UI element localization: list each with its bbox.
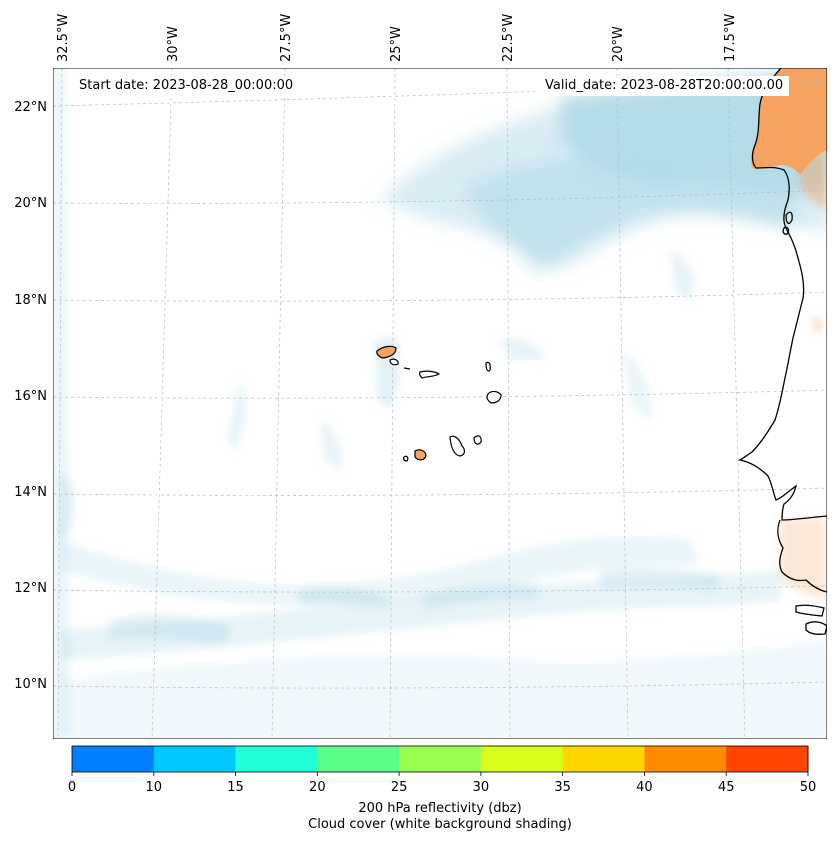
lon-label-2: 27.5°W bbox=[279, 14, 294, 62]
island-brava bbox=[403, 455, 409, 462]
lat-label-0: 22°N bbox=[14, 100, 47, 115]
lon-label-5: 20°W bbox=[611, 26, 626, 62]
colorbar-tick-label-0: 0 bbox=[68, 780, 76, 795]
colorbar-ticks: 0 10 15 20 25 30 35 40 45 50 bbox=[68, 772, 816, 795]
island-sao-nicolau bbox=[419, 370, 441, 379]
colorbar-subtitle: Cloud cover (white background shading) bbox=[308, 817, 572, 832]
colorbar-tick-label-6: 35 bbox=[554, 780, 571, 795]
lat-label-1: 20°N bbox=[14, 196, 47, 211]
colorbar-segment-0 bbox=[72, 746, 155, 772]
valid-date-label: Valid_date: 2023-08-28T20:00:00.00 bbox=[539, 76, 790, 96]
lat-label-3: 16°N bbox=[14, 389, 47, 404]
colorbar-segments bbox=[72, 746, 809, 772]
colorbar-tick-label-2: 15 bbox=[227, 780, 244, 795]
lon-label-1: 30°W bbox=[166, 26, 181, 62]
island-santiago bbox=[449, 435, 466, 457]
colorbar-frame bbox=[71, 745, 809, 773]
colorbar-segment-1 bbox=[153, 746, 237, 772]
lon-label-6: 17.5°W bbox=[723, 14, 738, 62]
colorbar-segment-3 bbox=[317, 746, 400, 772]
coastlines bbox=[738, 68, 827, 636]
africa-land-shading-light bbox=[800, 140, 827, 210]
lon-label-0: 32.5°W bbox=[56, 14, 71, 62]
colorbar: 0 10 15 20 25 30 35 40 45 50 bbox=[68, 745, 816, 795]
colorbar-segment-4 bbox=[399, 746, 482, 772]
colorbar-title: 200 hPa reflectivity (dbz) bbox=[358, 801, 522, 816]
gridlines bbox=[53, 68, 827, 739]
island-santo-antao bbox=[376, 345, 397, 359]
start-date-label: Start date: 2023-08-28_00:00:00 bbox=[73, 76, 300, 96]
colorbar-tick-label-9: 50 bbox=[800, 780, 817, 795]
colorbar-tick-label-5: 30 bbox=[473, 780, 490, 795]
colorbar-tick-label-8: 45 bbox=[718, 780, 735, 795]
colorbar-segment-2 bbox=[235, 746, 318, 772]
longitude-labels: 32.5°W 30°W 27.5°W 25°W 22.5°W 20°W 17.5… bbox=[56, 14, 738, 62]
colorbar-tick-label-7: 40 bbox=[636, 780, 653, 795]
island-sal bbox=[485, 361, 491, 372]
colorbar-tick-label-3: 20 bbox=[309, 780, 326, 795]
lat-label-6: 10°N bbox=[14, 677, 47, 692]
africa-coastline-south bbox=[777, 519, 827, 593]
island-maio bbox=[473, 435, 482, 445]
island-fogo bbox=[414, 449, 427, 461]
lat-label-5: 12°N bbox=[14, 581, 47, 596]
map-area bbox=[53, 68, 827, 739]
lon-label-3: 25°W bbox=[389, 26, 404, 62]
cape-verde-islands bbox=[376, 345, 502, 462]
colorbar-segment-7 bbox=[644, 746, 727, 772]
island-boa-vista bbox=[486, 390, 502, 404]
colorbar-tick-label-1: 10 bbox=[146, 780, 163, 795]
latitude-labels: 22°N 20°N 18°N 16°N 14°N 12°N 10°N bbox=[14, 100, 47, 692]
island-sao-vicente bbox=[389, 358, 399, 366]
colorbar-tick-label-4: 25 bbox=[391, 780, 408, 795]
africa-coastline bbox=[738, 68, 827, 521]
colorbar-segment-8 bbox=[726, 746, 809, 772]
lat-label-2: 18°N bbox=[14, 293, 47, 308]
lat-label-4: 14°N bbox=[14, 485, 47, 500]
colorbar-segment-5 bbox=[480, 746, 564, 772]
colorbar-segment-6 bbox=[562, 746, 645, 772]
lon-label-4: 22.5°W bbox=[501, 14, 516, 62]
